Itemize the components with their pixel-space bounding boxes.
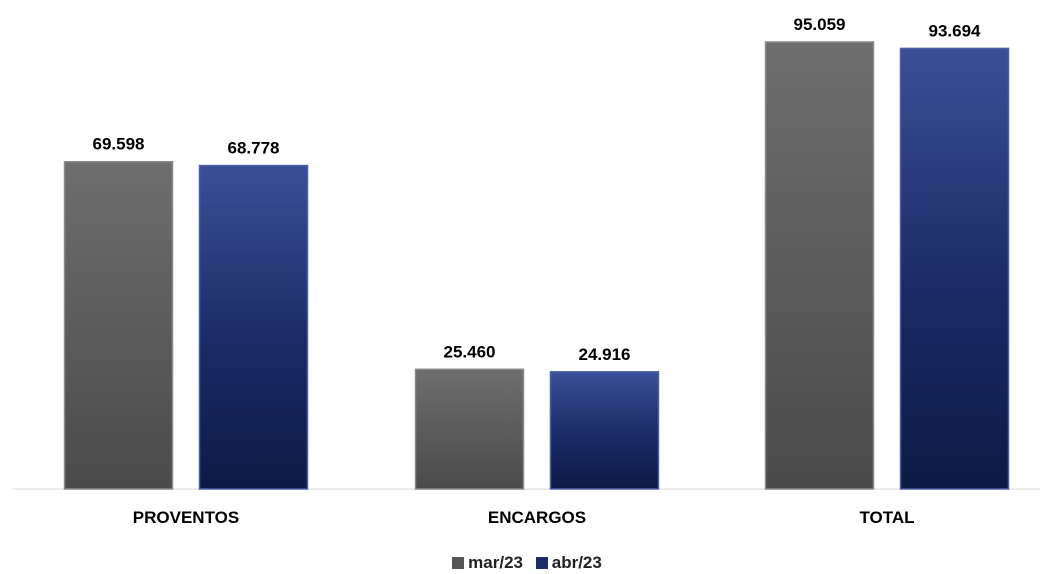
value-label-total-abr23: 93.694	[929, 21, 982, 40]
category-label-total: TOTAL	[859, 508, 914, 527]
value-label-encargos-mar23: 25.460	[444, 342, 496, 361]
bar-proventos-mar23	[63, 160, 174, 490]
value-label-proventos-abr23: 68.778	[228, 139, 280, 158]
value-label-encargos-abr23: 24.916	[579, 345, 631, 364]
value-label-proventos-mar23: 69.598	[93, 135, 145, 154]
value-labels-layer: 69.598 68.778 25.460 24.916 95.059 93.694	[93, 15, 982, 364]
bar-proventos-abr23	[198, 164, 309, 490]
bars-layer	[63, 41, 1010, 490]
legend-label-abr23: abr/23	[551, 553, 602, 572]
legend-swatch-abr23	[535, 557, 548, 569]
bar-total-abr23	[899, 47, 1010, 490]
bar-encargos-abr23	[549, 371, 660, 490]
legend-label-mar23: mar/23	[468, 553, 523, 572]
legend-swatch-mar23	[452, 557, 465, 569]
category-label-encargos: ENCARGOS	[488, 508, 586, 527]
category-labels-layer: PROVENTOS ENCARGOS TOTAL	[133, 508, 915, 527]
bar-encargos-mar23	[414, 368, 525, 490]
legend-item-mar23: mar/23	[452, 553, 523, 573]
bar-total-mar23	[764, 41, 875, 490]
legend: mar/23 abr/23	[0, 553, 1054, 574]
category-label-proventos: PROVENTOS	[133, 508, 239, 527]
value-label-total-mar23: 95.059	[794, 15, 846, 34]
legend-item-abr23: abr/23	[535, 553, 602, 573]
